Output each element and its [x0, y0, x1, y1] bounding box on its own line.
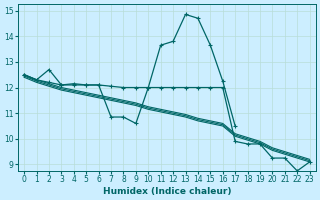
X-axis label: Humidex (Indice chaleur): Humidex (Indice chaleur): [103, 187, 231, 196]
